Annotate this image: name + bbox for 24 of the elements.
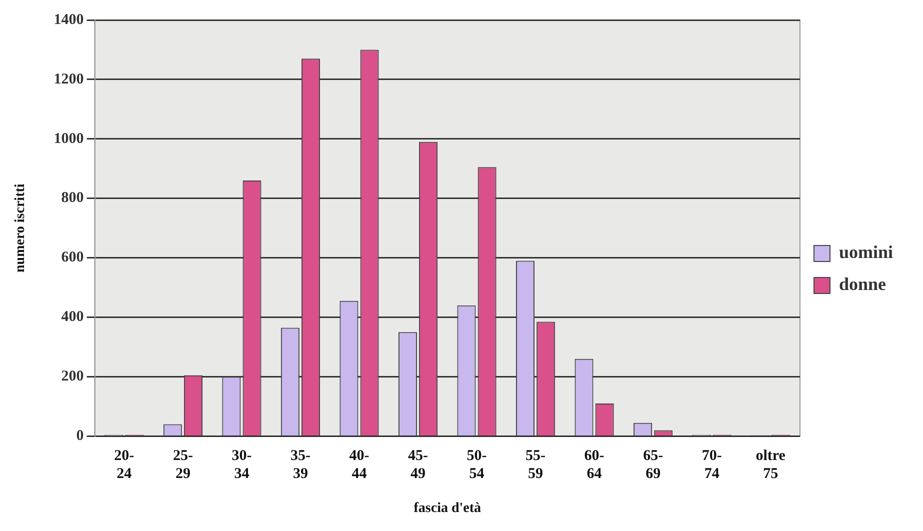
x-tick-label: 35- 39 — [290, 448, 310, 482]
x-tick-label: 60- 64 — [584, 448, 604, 482]
y-tick-label: 400 — [61, 309, 84, 326]
x-axis-title: fascia d'età — [414, 501, 482, 516]
x-tick-label: 55- 59 — [526, 448, 546, 482]
x-tick-label: 45- 49 — [408, 448, 428, 482]
y-tick-label: 200 — [61, 368, 84, 385]
legend-label: donne — [838, 274, 886, 294]
y-tick-label: 1400 — [54, 12, 84, 28]
x-tick-label: oltre 75 — [756, 448, 786, 482]
x-tick-label: 40- 44 — [349, 448, 370, 482]
x-tick-label: 30- 34 — [232, 448, 252, 482]
y-tick-label: 1200 — [54, 71, 84, 88]
y-tick-label: 0 — [76, 428, 84, 444]
x-tick-label: 25- 29 — [172, 448, 193, 482]
x-tick-label: 65- 69 — [643, 448, 664, 482]
legend-label: uomini — [838, 242, 894, 262]
y-tick-label: 1000 — [54, 130, 84, 147]
x-tick-label: 50- 54 — [466, 448, 487, 482]
x-tick-label: 70- 74 — [702, 448, 722, 482]
y-tick-label: 600 — [61, 250, 84, 266]
y-axis-title: numero iscritti — [13, 184, 28, 272]
y-tick-label: 800 — [61, 190, 84, 206]
x-tick-label: 20- 24 — [114, 448, 134, 482]
